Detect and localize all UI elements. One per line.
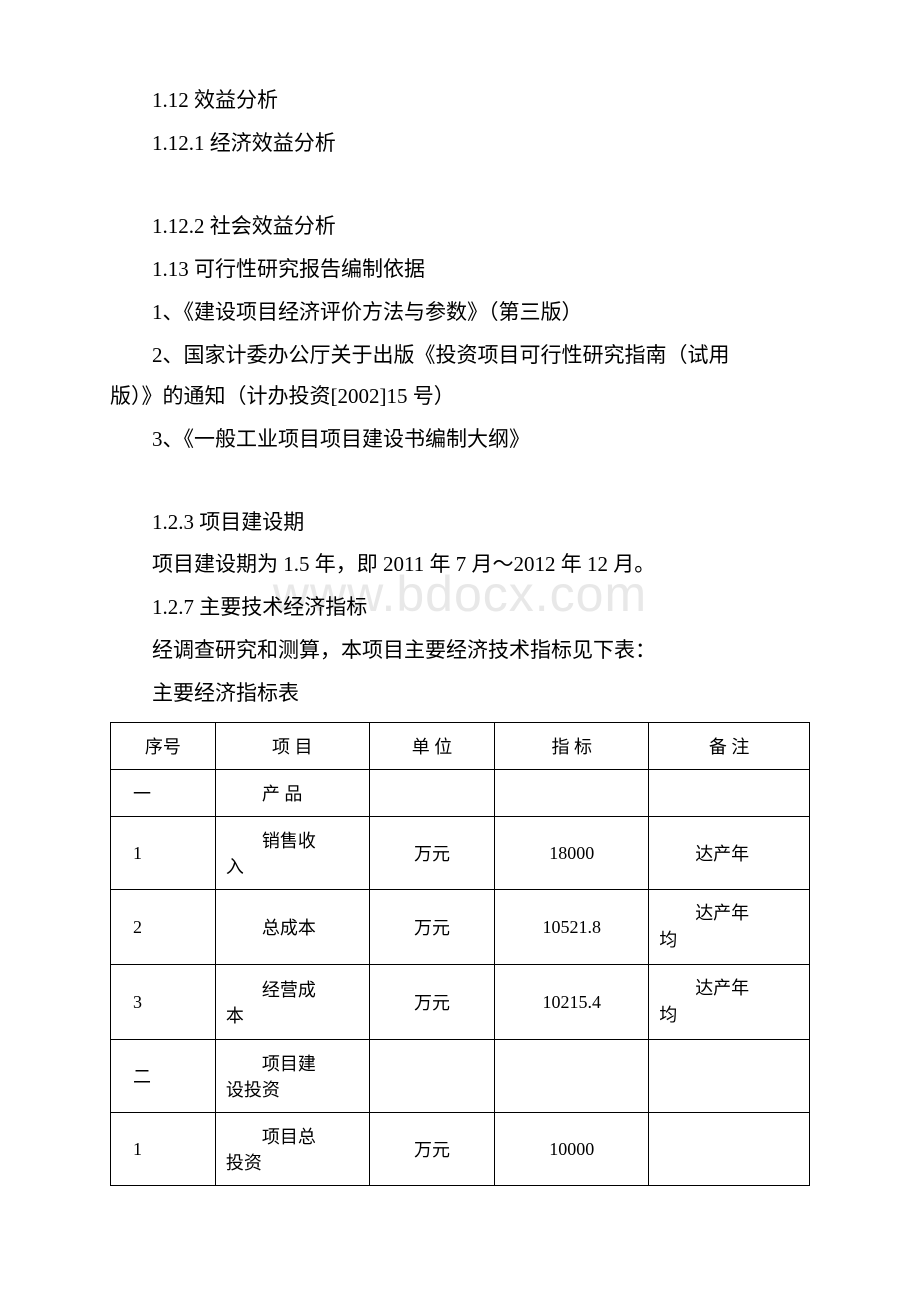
blank-line bbox=[110, 462, 810, 502]
table-cell: 万元 bbox=[369, 817, 495, 890]
table-cell-text: 本 bbox=[226, 1002, 363, 1028]
table-cell bbox=[369, 770, 495, 817]
economic-indicators-table: 序号 项 目 单 位 指 标 备 注 一 产 品 1 销售收 入 万元 bbox=[110, 722, 810, 1186]
table-cell bbox=[369, 1040, 495, 1113]
table-cell: 产 品 bbox=[215, 770, 369, 817]
table-row: 一 产 品 bbox=[111, 770, 810, 817]
table-cell: 万元 bbox=[369, 1113, 495, 1186]
table-cell: 18000 bbox=[495, 817, 649, 890]
table-cell: 10000 bbox=[495, 1113, 649, 1186]
table-cell: 1 bbox=[111, 817, 216, 890]
table-caption: 主要经济指标表 bbox=[110, 673, 810, 714]
table-cell: 10521.8 bbox=[495, 890, 649, 965]
section-heading: 1.2.7 主要技术经济指标 bbox=[110, 587, 810, 628]
table-cell: 一 bbox=[111, 770, 216, 817]
table-cell-text: 达产年 bbox=[659, 900, 803, 927]
table-cell-text: 总成本 bbox=[226, 914, 363, 940]
table-cell-text: 达产年 bbox=[659, 840, 803, 866]
body-text-line: 2、国家计委办公厅关于出版《投资项目可行性研究指南（试用 bbox=[110, 335, 810, 376]
table-cell bbox=[495, 770, 649, 817]
document-content: 1.12 效益分析 1.12.1 经济效益分析 1.12.2 社会效益分析 1.… bbox=[110, 80, 810, 1186]
section-heading: 1.2.3 项目建设期 bbox=[110, 502, 810, 543]
table-cell bbox=[649, 770, 810, 817]
table-header-cell: 序号 bbox=[111, 723, 216, 770]
table-cell: 10215.4 bbox=[495, 965, 649, 1040]
table-cell-text: 投资 bbox=[226, 1149, 363, 1175]
table-cell: 2 bbox=[111, 890, 216, 965]
table-row: 二 项目建 设投资 bbox=[111, 1040, 810, 1113]
table-cell: 项目建 设投资 bbox=[215, 1040, 369, 1113]
table-cell-text: 均 bbox=[659, 927, 803, 954]
body-text: 3、《一般工业项目项目建设书编制大纲》 bbox=[110, 419, 810, 460]
table-header-cell: 单 位 bbox=[369, 723, 495, 770]
table-cell-text: 达产年 bbox=[659, 975, 803, 1002]
table-row: 1 销售收 入 万元 18000 达产年 bbox=[111, 817, 810, 890]
table-cell: 万元 bbox=[369, 965, 495, 1040]
table-cell: 达产年 均 bbox=[649, 890, 810, 965]
table-cell-text: 产 品 bbox=[226, 780, 363, 806]
body-text: 项目建设期为 1.5 年，即 2011 年 7 月～2012 年 12 月。 bbox=[110, 544, 810, 585]
section-heading: 1.13 可行性研究报告编制依据 bbox=[110, 249, 810, 290]
table-cell: 二 bbox=[111, 1040, 216, 1113]
table-header-row: 序号 项 目 单 位 指 标 备 注 bbox=[111, 723, 810, 770]
table-cell: 达产年 均 bbox=[649, 965, 810, 1040]
table-row: 1 项目总 投资 万元 10000 bbox=[111, 1113, 810, 1186]
table-header-cell: 项 目 bbox=[215, 723, 369, 770]
table-cell: 总成本 bbox=[215, 890, 369, 965]
table-cell-text: 经营成 bbox=[226, 976, 363, 1002]
table-cell: 1 bbox=[111, 1113, 216, 1186]
table-row: 3 经营成 本 万元 10215.4 达产年 均 bbox=[111, 965, 810, 1040]
table-cell-text: 项目建 bbox=[226, 1050, 363, 1076]
body-text-wrapped: 2、国家计委办公厅关于出版《投资项目可行性研究指南（试用 版）》的通知（计办投资… bbox=[110, 335, 810, 417]
body-text: 经调查研究和测算，本项目主要经济技术指标见下表： bbox=[110, 630, 810, 671]
table-cell-text: 均 bbox=[659, 1002, 803, 1029]
table-cell-text: 销售收 bbox=[226, 827, 363, 853]
table-cell-text: 设投资 bbox=[226, 1076, 363, 1102]
table-header-cell: 指 标 bbox=[495, 723, 649, 770]
table-cell-text: 项目总 bbox=[226, 1123, 363, 1149]
table-cell: 万元 bbox=[369, 890, 495, 965]
table-cell bbox=[649, 1040, 810, 1113]
table-cell: 项目总 投资 bbox=[215, 1113, 369, 1186]
section-heading: 1.12.2 社会效益分析 bbox=[110, 206, 810, 247]
table-cell-text: 入 bbox=[226, 853, 363, 879]
table-row: 2 总成本 万元 10521.8 达产年 均 bbox=[111, 890, 810, 965]
table-cell: 经营成 本 bbox=[215, 965, 369, 1040]
table-cell: 达产年 bbox=[649, 817, 810, 890]
table-header-cell: 备 注 bbox=[649, 723, 810, 770]
table-cell bbox=[495, 1040, 649, 1113]
section-heading: 1.12.1 经济效益分析 bbox=[110, 123, 810, 164]
body-text: 1、《建设项目经济评价方法与参数》（第三版） bbox=[110, 292, 810, 333]
table-cell: 销售收 入 bbox=[215, 817, 369, 890]
section-heading: 1.12 效益分析 bbox=[110, 80, 810, 121]
body-text-line: 版）》的通知（计办投资[2002]15 号） bbox=[110, 376, 810, 417]
blank-line bbox=[110, 166, 810, 206]
table-cell bbox=[649, 1113, 810, 1186]
table-cell: 3 bbox=[111, 965, 216, 1040]
